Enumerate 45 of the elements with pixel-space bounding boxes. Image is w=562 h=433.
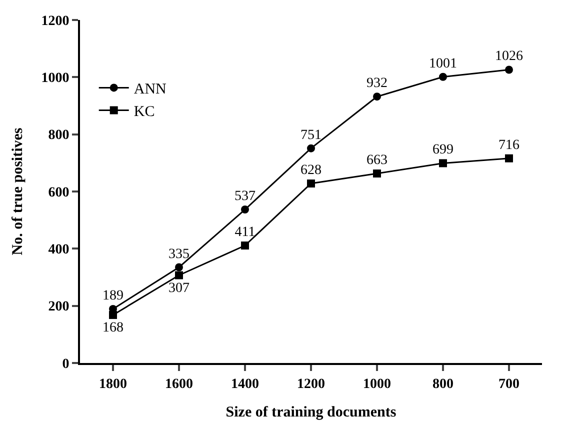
point: [439, 72, 447, 81]
x-tick-label: 1400: [231, 376, 259, 392]
point: [307, 180, 315, 188]
data-label: 335: [168, 246, 190, 262]
data-label: 751: [300, 128, 322, 143]
point: [175, 263, 183, 272]
data-label: 537: [234, 189, 256, 204]
y-tick-label: 1200: [41, 14, 70, 29]
y-tick-label: 600: [48, 185, 70, 200]
x-tick-label: 800: [432, 376, 454, 392]
legend-label: ANN: [134, 82, 167, 98]
point: [505, 66, 513, 74]
x-axis-title: Size of training documents: [226, 404, 396, 420]
x-tick-label: 700: [498, 376, 520, 392]
data-label: 307: [168, 280, 190, 296]
point: [373, 169, 381, 178]
data-label: 716: [498, 138, 520, 153]
point: [241, 242, 249, 250]
data-label: 189: [102, 288, 124, 304]
point: [307, 144, 315, 152]
y-axis-title: No. of true positives: [10, 128, 26, 256]
y-tick-label: 0: [62, 356, 70, 372]
x-tick-label: 1200: [297, 376, 325, 392]
data-label: 1001: [429, 56, 457, 72]
data-label: 628: [300, 163, 322, 178]
data-label: 1026: [495, 49, 523, 64]
y-tick-label: 1000: [41, 71, 70, 86]
point: [439, 159, 447, 168]
y-tick-label: 400: [48, 242, 70, 258]
legend-label: KC: [134, 104, 155, 120]
x-tick-label: 1600: [165, 376, 193, 392]
data-label: 699: [432, 142, 454, 158]
data-label: 932: [366, 76, 388, 92]
point: [109, 310, 117, 319]
y-tick-label: 800: [48, 128, 70, 144]
point: [175, 271, 183, 280]
data-label: 168: [102, 320, 124, 336]
point: [373, 92, 381, 101]
point: [241, 206, 249, 214]
data-label: 411: [234, 225, 256, 240]
y-tick-label: 200: [48, 300, 70, 315]
data-label: 663: [366, 152, 388, 168]
x-tick-label: 1800: [99, 376, 127, 392]
x-tick-label: 1000: [363, 376, 391, 392]
point: [505, 154, 513, 162]
